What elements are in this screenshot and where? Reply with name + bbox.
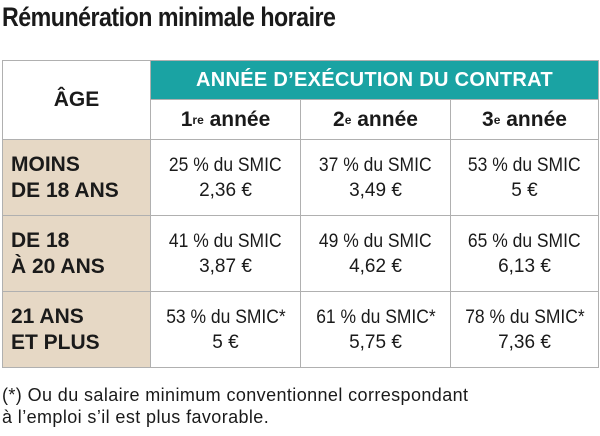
footnote: (*) Ou du salaire minimum conventionnel …: [2, 384, 468, 428]
hourly-amount: 2,36 €: [199, 179, 252, 201]
smic-percentage: 53 % du SMIC: [468, 154, 581, 176]
hourly-amount: 7,36 €: [498, 331, 551, 353]
year-header-3: 3e année: [450, 99, 599, 140]
age-line: MOINS: [11, 152, 80, 176]
year-ordinal: e: [344, 112, 352, 127]
hourly-amount: 3,49 €: [349, 179, 402, 201]
smic-percentage: 78 % du SMIC*: [464, 306, 585, 328]
value-cell: 53 % du SMIC 5 €: [450, 139, 599, 216]
age-line: DE 18: [11, 228, 70, 252]
smic-percentage: 65 % du SMIC: [468, 230, 581, 252]
year-header-1: 1re année: [150, 99, 301, 140]
year-number: 3: [482, 107, 494, 131]
footnote-line: (*) Ou du salaire minimum conventionnel …: [2, 385, 469, 405]
page-title: Rémunération minimale horaire: [2, 2, 336, 32]
hourly-amount: 5,75 €: [349, 331, 402, 353]
value-cell: 65 % du SMIC 6,13 €: [450, 215, 599, 292]
smic-percentage: 37 % du SMIC: [319, 154, 432, 176]
smic-percentage: 41 % du SMIC: [169, 230, 282, 252]
value-cell: 25 % du SMIC 2,36 €: [150, 139, 301, 216]
hourly-amount: 5 €: [511, 179, 538, 201]
age-line: 21 ANS: [11, 304, 84, 328]
age-column-header: ÂGE: [2, 60, 151, 140]
year-ordinal: e: [493, 112, 501, 127]
smic-percentage: 49 % du SMIC: [319, 230, 432, 252]
year-number: 1: [180, 107, 193, 131]
table-row: MOINS DE 18 ANS 25 % du SMIC 2,36 € 37 %…: [2, 139, 599, 216]
hourly-amount: 5 €: [212, 331, 239, 353]
smic-percentage: 61 % du SMIC*: [315, 306, 436, 328]
year-word: année: [500, 107, 567, 131]
age-line: À 20 ANS: [11, 254, 105, 278]
year-ordinal: re: [192, 112, 204, 127]
age-cell: 21 ANS ET PLUS: [2, 291, 151, 368]
year-number: 2: [333, 107, 345, 131]
year-word: année: [203, 107, 271, 131]
smic-percentage: 25 % du SMIC: [169, 154, 282, 176]
value-cell: 61 % du SMIC* 5,75 €: [300, 291, 451, 368]
value-cell: 78 % du SMIC* 7,36 €: [450, 291, 599, 368]
hourly-amount: 6,13 €: [498, 255, 551, 277]
value-cell: 49 % du SMIC 4,62 €: [300, 215, 451, 292]
footnote-line: à l’emploi s’il est plus favorable.: [2, 407, 270, 427]
age-cell: MOINS DE 18 ANS: [2, 139, 151, 216]
table-row: 21 ANS ET PLUS 53 % du SMIC* 5 € 61 % du…: [2, 291, 599, 368]
value-cell: 41 % du SMIC 3,87 €: [150, 215, 301, 292]
table-row: DE 18 À 20 ANS 41 % du SMIC 3,87 € 49 % …: [2, 215, 599, 292]
value-cell: 37 % du SMIC 3,49 €: [300, 139, 451, 216]
smic-percentage: 53 % du SMIC*: [165, 306, 286, 328]
hourly-amount: 3,87 €: [199, 255, 252, 277]
year-word: année: [351, 107, 418, 131]
age-cell: DE 18 À 20 ANS: [2, 215, 151, 292]
value-cell: 53 % du SMIC* 5 €: [150, 291, 301, 368]
age-line: ET PLUS: [11, 330, 100, 354]
remuneration-table: ÂGE ANNÉE D’EXÉCUTION DU CONTRAT 1re ann…: [2, 60, 599, 368]
year-header-2: 2e année: [300, 99, 451, 140]
age-line: DE 18 ANS: [11, 178, 119, 202]
contract-year-header: ANNÉE D’EXÉCUTION DU CONTRAT: [150, 60, 599, 100]
hourly-amount: 4,62 €: [349, 255, 402, 277]
